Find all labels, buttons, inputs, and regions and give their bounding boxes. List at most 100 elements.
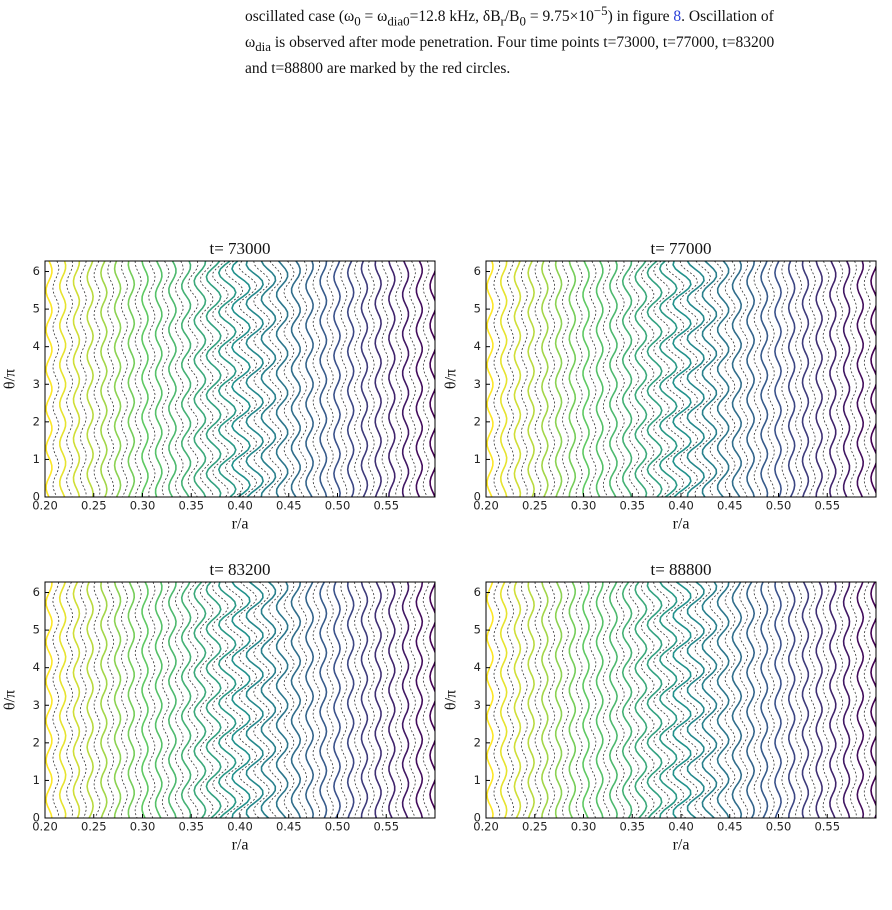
contour-line xyxy=(774,261,782,497)
contour-line-dashed xyxy=(200,582,214,818)
contour-line-dashed xyxy=(739,582,749,818)
contour-line xyxy=(154,261,163,497)
x-tick-label: 0.50 xyxy=(766,820,792,834)
y-tick-label: 3 xyxy=(33,377,40,391)
contour-line xyxy=(374,582,382,818)
contour-line xyxy=(245,582,264,818)
contour-line-dashed xyxy=(312,582,321,818)
x-tick-label: 0.40 xyxy=(227,820,253,834)
contour-line xyxy=(86,582,94,818)
contour-line xyxy=(760,261,769,497)
contour-line xyxy=(305,261,314,497)
contour-line xyxy=(646,261,663,497)
contour-line-dashed xyxy=(602,582,611,818)
contour-line xyxy=(686,261,705,497)
contour-line-dashed xyxy=(354,261,361,497)
y-tick-label: 6 xyxy=(33,585,40,599)
contour-line-dashed xyxy=(602,261,611,497)
contour-line-dashed xyxy=(134,582,142,818)
contour-line-dashed xyxy=(575,261,583,497)
contour-line xyxy=(554,582,563,818)
contour-line-dashed xyxy=(520,261,528,497)
contour-line xyxy=(609,261,618,497)
contour-line xyxy=(634,261,648,497)
contour-line xyxy=(513,261,522,497)
x-tick-label: 0.40 xyxy=(227,499,253,513)
y-tick-label: 0 xyxy=(474,490,481,504)
panel: 0.20 0.25 0.30 0.35 0.40 0.45 0.50 0.55 0 1 2 3 4 5 6 t… xyxy=(2,560,436,854)
contour-line xyxy=(45,261,53,497)
contour-line-dashed xyxy=(268,261,283,497)
contour-line xyxy=(716,582,730,818)
contour-line xyxy=(634,582,648,818)
contour-line xyxy=(787,582,796,818)
contour-line-dashed xyxy=(422,582,430,818)
x-tick-label: 0.35 xyxy=(619,820,645,834)
text-line: ωdia is observed after mode penetration.… xyxy=(245,34,775,55)
contour-line-dashed xyxy=(863,582,871,818)
contour-line xyxy=(815,582,823,818)
contour-line-dashed xyxy=(724,261,736,497)
x-tick-label: 0.55 xyxy=(373,499,399,513)
x-axis-label: r/a xyxy=(232,516,249,533)
panel: 0.20 0.25 0.30 0.35 0.40 0.45 0.50 0.55 0 1 2 3 4 5 6 t… xyxy=(443,560,877,854)
contour-line xyxy=(608,582,618,818)
contour-line xyxy=(127,582,136,818)
contour-line-dashed xyxy=(628,261,640,497)
contour-line xyxy=(127,261,136,497)
contour-line xyxy=(746,261,756,497)
contour-line-dashed xyxy=(849,261,857,497)
contour-line-dashed xyxy=(107,261,114,497)
x-tick-label: 0.25 xyxy=(522,499,548,513)
contour-line-dashed xyxy=(161,261,170,497)
y-tick-label: 5 xyxy=(33,302,40,316)
contour-line-dashed xyxy=(283,261,295,497)
contour-line xyxy=(374,261,382,497)
contour-line-dashed xyxy=(283,582,295,818)
contour-line-dashed xyxy=(187,582,199,818)
y-tick-label: 1 xyxy=(33,773,40,787)
contour-line-dashed xyxy=(199,261,214,497)
contour-line-dashed xyxy=(408,261,416,497)
contour-line xyxy=(218,582,237,818)
x-tick-label: 0.30 xyxy=(130,820,156,834)
contour-line-dashed xyxy=(93,582,101,818)
figure-link[interactable]: 8 xyxy=(673,8,682,26)
y-axis-label: θ/π xyxy=(443,690,460,710)
contour-line xyxy=(672,261,692,497)
text-line: and t=88800 are marked by the red circle… xyxy=(245,60,511,78)
contour-line-dashed xyxy=(709,582,724,818)
contour-line-dashed xyxy=(298,261,308,497)
x-tick-label: 0.35 xyxy=(178,820,204,834)
x-tick-label: 0.25 xyxy=(81,499,107,513)
contour-line-dashed xyxy=(548,582,556,818)
chart-title: t= 77000 xyxy=(650,239,711,258)
contour-line-dashed xyxy=(850,582,857,818)
contour-line-dashed xyxy=(107,582,115,818)
x-tick-label: 0.55 xyxy=(814,499,840,513)
contour-line xyxy=(856,261,865,497)
contour-line-dashed xyxy=(836,582,844,818)
contour-line xyxy=(621,261,633,497)
contour-line-dashed xyxy=(808,582,816,818)
contour-line xyxy=(333,261,341,497)
contour-line xyxy=(275,582,289,818)
contour-line-dashed xyxy=(709,261,724,497)
contour-line-dashed xyxy=(66,582,73,818)
contour-line xyxy=(499,261,508,497)
contour-line xyxy=(486,261,494,497)
contour-line-dashed xyxy=(795,261,802,497)
x-tick-label: 0.55 xyxy=(373,820,399,834)
y-tick-label: 2 xyxy=(33,735,40,749)
contour-line-dashed xyxy=(493,582,501,818)
contour-line xyxy=(290,261,301,497)
y-tick-label: 2 xyxy=(474,735,481,749)
contour-line xyxy=(731,582,743,818)
contour-line xyxy=(716,261,730,497)
contour-line xyxy=(870,582,876,818)
contour-line-dashed xyxy=(562,261,569,497)
contour-line-dashed xyxy=(795,582,803,818)
contour-line-dashed xyxy=(507,261,514,497)
contour-line-dashed xyxy=(781,582,789,818)
contour-line xyxy=(801,261,810,497)
